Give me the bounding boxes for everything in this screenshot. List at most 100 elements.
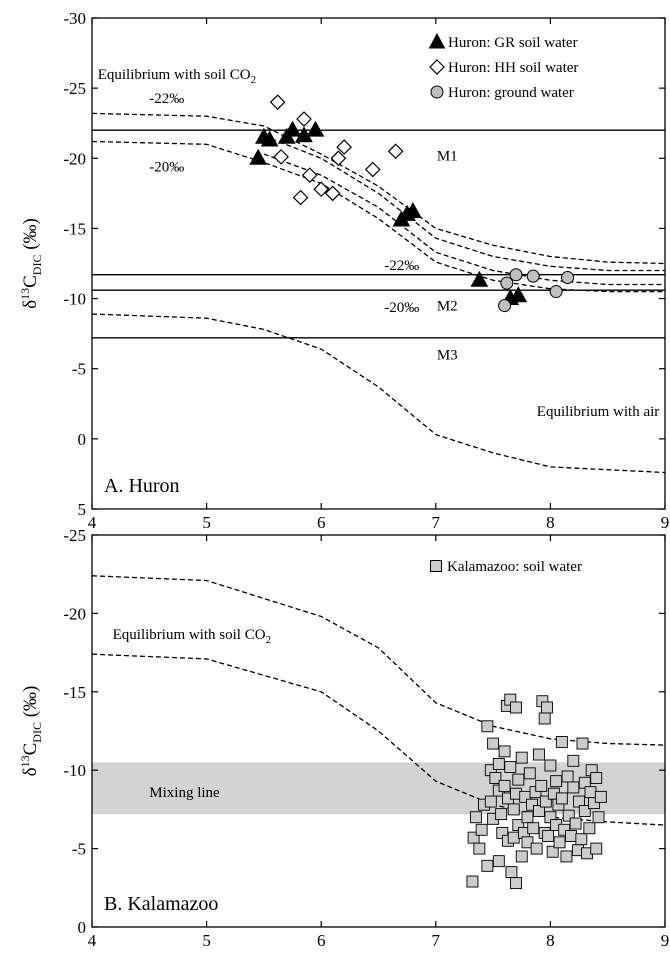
equilibrium-curve bbox=[92, 112, 665, 265]
data-point-circle bbox=[509, 268, 523, 282]
data-point-square bbox=[473, 842, 486, 855]
reference-line-label: M2 bbox=[437, 299, 458, 315]
annotation: Equilibrium with air bbox=[537, 404, 659, 420]
annotation-text: -22‰ bbox=[149, 91, 184, 107]
y-axis-title-part: (‰) bbox=[20, 686, 41, 722]
data-point-square bbox=[492, 757, 505, 770]
series-1 bbox=[269, 94, 404, 206]
annotation-text: -20‰ bbox=[384, 300, 419, 316]
plot-frame bbox=[91, 17, 666, 510]
data-point-square bbox=[498, 779, 511, 792]
y-tick-label: 5 bbox=[78, 500, 87, 519]
y-axis-title-part: C bbox=[20, 743, 41, 756]
data-point-square bbox=[481, 720, 494, 733]
data-point-square bbox=[560, 850, 573, 863]
data-point-square bbox=[569, 817, 582, 830]
legend-marker-circle bbox=[430, 85, 444, 99]
x-tick-label: 7 bbox=[432, 931, 441, 950]
annotation: -22‰ bbox=[149, 91, 184, 107]
annotation-text: -20‰ bbox=[149, 160, 184, 176]
data-point-diamond bbox=[292, 189, 309, 206]
x-tick-label: 6 bbox=[317, 931, 326, 950]
data-point-square bbox=[504, 761, 517, 774]
x-tick-label: 9 bbox=[661, 931, 670, 950]
y-axis-title-part: 13 bbox=[18, 288, 32, 300]
data-point-square bbox=[553, 836, 566, 849]
data-point-square bbox=[575, 833, 588, 846]
data-point-square bbox=[523, 767, 536, 780]
x-tick-label: 6 bbox=[317, 513, 326, 532]
annotation-text: Equilibrium with air bbox=[537, 404, 659, 420]
data-point-square bbox=[510, 701, 522, 714]
data-point-square bbox=[555, 736, 568, 748]
data-point-triangle bbox=[249, 148, 268, 165]
legend-entry: Huron: GR soil water bbox=[448, 35, 578, 51]
annotation-text: Mixing line bbox=[149, 785, 220, 801]
data-point-square bbox=[495, 808, 508, 821]
y-tick-label: -25 bbox=[63, 526, 86, 545]
y-axis-title-part: C bbox=[20, 275, 41, 288]
legend: Kalamazoo: soil water bbox=[430, 559, 582, 575]
x-tick-label: 7 bbox=[432, 513, 441, 532]
y-axis-title: δ13CDIC (‰) bbox=[18, 686, 44, 777]
annotation: Mixing line bbox=[149, 785, 220, 801]
data-point-square bbox=[555, 792, 568, 805]
x-tick-label: 8 bbox=[546, 513, 555, 532]
data-point-square bbox=[558, 823, 571, 836]
data-point-square bbox=[541, 701, 553, 714]
legend-marker-triangle bbox=[428, 32, 446, 49]
data-point-diamond bbox=[387, 143, 404, 160]
data-point-circle bbox=[549, 285, 563, 299]
annotation: -20‰ bbox=[149, 160, 184, 176]
data-point-diamond bbox=[296, 111, 312, 127]
data-point-diamond bbox=[301, 167, 318, 183]
data-point-square bbox=[515, 850, 528, 863]
reference-line-label: M3 bbox=[437, 348, 458, 364]
data-point-square bbox=[546, 845, 559, 858]
data-point-diamond bbox=[313, 181, 330, 197]
y-tick-label: -5 bbox=[72, 840, 86, 859]
equilibrium-curve bbox=[92, 575, 665, 746]
data-point-triangle bbox=[283, 120, 302, 137]
y-tick-label: -10 bbox=[63, 761, 86, 780]
equilibrium-curve bbox=[92, 313, 665, 474]
annotation: -22‰ bbox=[384, 258, 419, 274]
data-point-square bbox=[590, 772, 603, 784]
annotation: Equilibrium with soil CO2 bbox=[113, 627, 271, 646]
data-point-square bbox=[567, 754, 580, 767]
legend-entry: Huron: HH soil water bbox=[448, 60, 578, 76]
data-point-square bbox=[489, 772, 502, 784]
data-point-square bbox=[565, 830, 577, 843]
data-point-square bbox=[498, 745, 511, 758]
data-point-diamond bbox=[336, 139, 352, 155]
data-point-diamond bbox=[273, 149, 289, 165]
legend: Huron: GR soil water Huron: HH soil water… bbox=[428, 32, 578, 101]
panel-label: B. Kalamazoo bbox=[104, 893, 218, 915]
data-point-triangle bbox=[404, 202, 422, 219]
data-point-circle bbox=[561, 271, 575, 285]
legend-entry: Huron: ground water bbox=[448, 85, 574, 101]
data-point-square bbox=[507, 803, 520, 816]
y-axis-title-part: (‰) bbox=[20, 218, 41, 254]
data-point-diamond bbox=[324, 185, 341, 202]
data-point-triangle bbox=[470, 270, 489, 287]
data-point-square bbox=[542, 830, 555, 843]
data-point-square bbox=[590, 842, 603, 855]
data-point-square bbox=[530, 842, 543, 855]
reference-line-label: M1 bbox=[437, 148, 458, 164]
data-point-square bbox=[484, 795, 497, 808]
data-point-square bbox=[544, 759, 557, 772]
data-point-square bbox=[521, 836, 534, 849]
y-tick-label: -20 bbox=[63, 604, 86, 623]
y-axis-title-part: δ bbox=[20, 300, 41, 309]
data-point-square bbox=[576, 737, 589, 750]
data-point-square bbox=[510, 877, 522, 890]
data-point-triangle bbox=[260, 130, 279, 147]
y-tick-label: -10 bbox=[63, 290, 86, 309]
series-2 bbox=[498, 268, 575, 313]
data-point-square bbox=[583, 822, 596, 835]
data-point-square bbox=[507, 831, 520, 844]
data-point-square bbox=[527, 822, 540, 835]
